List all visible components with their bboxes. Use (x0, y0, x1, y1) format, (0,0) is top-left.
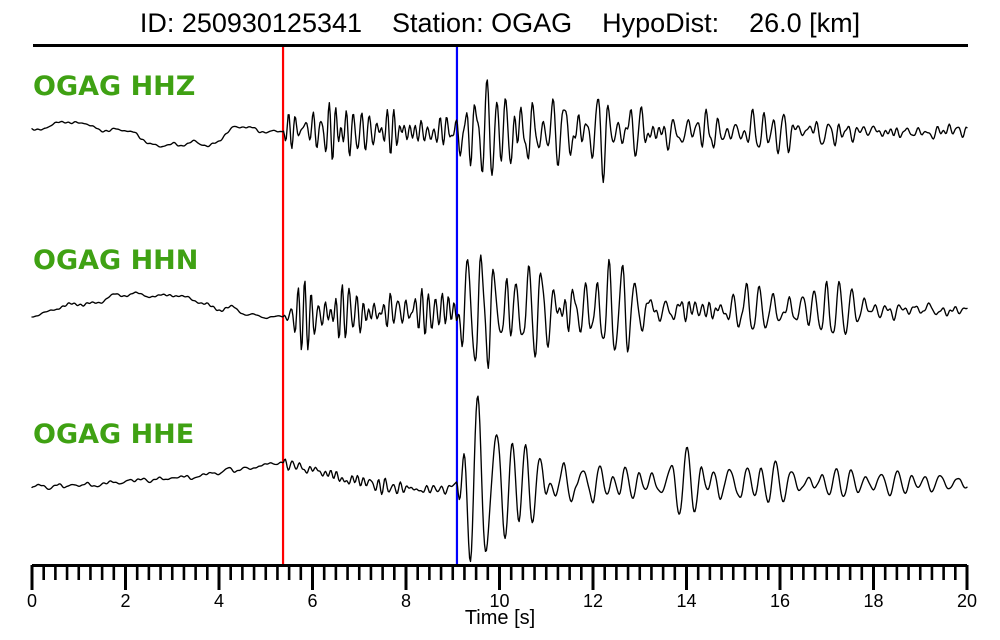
x-tick-label: 20 (957, 591, 977, 611)
channel-label-hhn: OGAG HHN (33, 245, 199, 276)
x-axis-title: Time [s] (464, 607, 536, 629)
x-tick-label: 10 (489, 591, 509, 611)
x-tick-label: 8 (401, 591, 411, 611)
channel-label-hhe: OGAG HHE (33, 419, 195, 450)
trace-ogag-hhe (31, 395, 968, 563)
x-tick-label: 0 (27, 591, 37, 611)
hypodist-text: HypoDist: 26.0 [km] (602, 8, 861, 38)
x-tick-label: 16 (770, 591, 790, 611)
trace-ogag-hhn (31, 254, 968, 370)
channel-label-hhz: OGAG HHZ (33, 71, 196, 102)
x-tick-label: 2 (120, 591, 130, 611)
title-divider (33, 44, 968, 47)
x-tick-label: 6 (307, 591, 317, 611)
x-tick-label: 4 (214, 591, 224, 611)
x-tick-label: 18 (863, 591, 883, 611)
figure-title: ID: 250930125341 Station: OGAG HypoDist:… (0, 8, 1000, 40)
x-tick-label: 12 (583, 591, 603, 611)
station-text: Station: OGAG (392, 8, 573, 38)
trace-ogag-hhz (31, 79, 968, 184)
event-id-text: ID: 250930125341 (139, 8, 363, 38)
x-tick-label: 14 (676, 591, 696, 611)
